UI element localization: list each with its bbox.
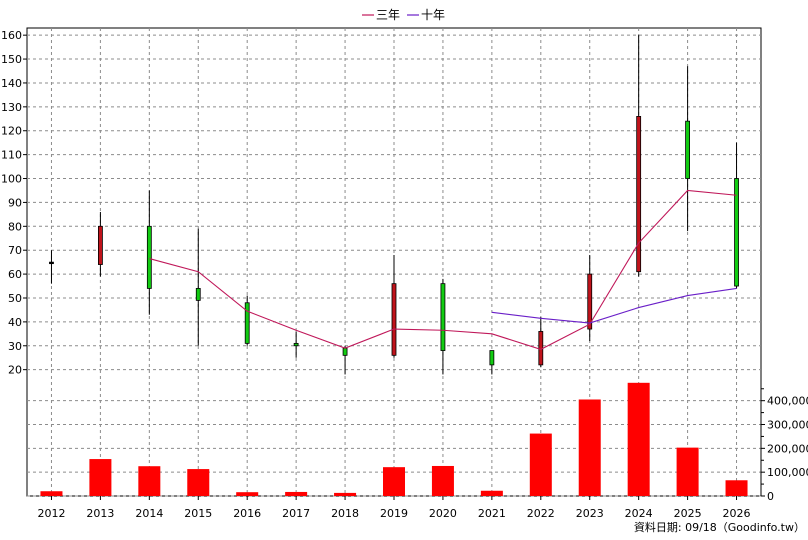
volume-bar bbox=[480, 490, 503, 496]
candle-body bbox=[734, 178, 739, 287]
x-tick-label: 2013 bbox=[86, 507, 114, 520]
price-tick-label: 100 bbox=[1, 173, 22, 186]
candle-body bbox=[685, 120, 690, 179]
x-tick-label: 2025 bbox=[674, 507, 702, 520]
volume-bar bbox=[89, 459, 112, 496]
x-tick-label: 2022 bbox=[527, 507, 555, 520]
x-tick-label: 2015 bbox=[184, 507, 212, 520]
x-tick-label: 2020 bbox=[429, 507, 457, 520]
volume-bar bbox=[236, 492, 259, 496]
x-tick-label: 2019 bbox=[380, 507, 408, 520]
price-tick-label: 30 bbox=[8, 340, 22, 353]
volume-bar bbox=[578, 399, 601, 496]
x-tick-label: 2014 bbox=[135, 507, 163, 520]
x-tick-label: 2021 bbox=[478, 507, 506, 520]
moving-average-lines bbox=[149, 189, 737, 350]
price-tick-label: 50 bbox=[8, 292, 22, 305]
ma3-line bbox=[149, 189, 737, 350]
price-tick-label: 40 bbox=[8, 316, 22, 329]
x-tick-label: 2026 bbox=[723, 507, 751, 520]
ma10-line bbox=[491, 287, 737, 324]
x-tick-label: 2024 bbox=[625, 507, 653, 520]
candle-body bbox=[587, 273, 593, 330]
volume-bar bbox=[40, 491, 63, 496]
candle-body bbox=[244, 302, 250, 344]
candles bbox=[49, 35, 739, 375]
candle-body bbox=[293, 342, 299, 347]
candle-body bbox=[98, 225, 103, 265]
legend-label-ma10: 十年 bbox=[421, 8, 445, 22]
candle-body bbox=[391, 283, 397, 356]
source-label: 資料日期: 09/18（Goodinfo.tw） bbox=[634, 520, 805, 534]
price-tick-label: 150 bbox=[1, 53, 22, 66]
x-axis: 2012 2013 2014 2015 2016 2017 2018 2019 2020 2021… bbox=[37, 496, 751, 520]
price-tick-label: 130 bbox=[1, 101, 22, 114]
volume-bar bbox=[725, 480, 748, 496]
volume-bar bbox=[138, 466, 161, 496]
candle-body bbox=[195, 288, 201, 301]
candle-body bbox=[49, 261, 54, 265]
volume-bar bbox=[431, 465, 454, 496]
price-tick-label: 120 bbox=[1, 125, 22, 138]
x-tick-label: 2016 bbox=[233, 507, 261, 520]
volume-tick-label: 300,000 bbox=[767, 419, 808, 432]
x-tick-label: 2012 bbox=[37, 507, 65, 520]
candle-body bbox=[342, 347, 348, 356]
price-tick-label: 160 bbox=[1, 29, 22, 42]
price-tick-label: 20 bbox=[8, 364, 22, 377]
price-tick-label: 90 bbox=[8, 196, 22, 209]
candle-body bbox=[146, 225, 152, 289]
price-tick-label: 80 bbox=[8, 220, 22, 233]
candle-body bbox=[489, 350, 495, 366]
legend-label-ma3: 三年 bbox=[376, 8, 400, 22]
x-tick-label: 2023 bbox=[576, 507, 604, 520]
x-tick-label: 2018 bbox=[331, 507, 359, 520]
volume-bar bbox=[529, 433, 552, 496]
price-tick-label: 60 bbox=[8, 268, 22, 281]
price-tick-label: 110 bbox=[1, 149, 22, 162]
volume-bar bbox=[285, 491, 308, 496]
volume-tick-label: 200,000 bbox=[767, 442, 808, 455]
price-tick-label: 140 bbox=[1, 77, 22, 90]
volume-bars bbox=[40, 382, 748, 496]
price-axis: 20 30 40 50 60 70 80 90 100 110 120 130 140 150 160 bbox=[1, 29, 27, 377]
volume-bar bbox=[334, 492, 357, 496]
volume-bar bbox=[627, 382, 650, 496]
candle-body bbox=[636, 116, 642, 273]
x-tick-label: 2017 bbox=[282, 507, 310, 520]
candle-body bbox=[440, 283, 446, 351]
volume-bar bbox=[676, 447, 699, 496]
volume-bar bbox=[187, 469, 210, 496]
volume-tick-label: 400,000 bbox=[767, 395, 808, 408]
volume-axis: 0 100,000 200,000 300,000 400,000 bbox=[760, 384, 808, 503]
volume-tick-label: 0 bbox=[767, 490, 774, 503]
price-tick-label: 70 bbox=[8, 244, 22, 257]
volume-tick-label: 100,000 bbox=[767, 466, 808, 479]
legend: 三年 十年 bbox=[362, 8, 445, 22]
volume-bar bbox=[383, 467, 405, 496]
